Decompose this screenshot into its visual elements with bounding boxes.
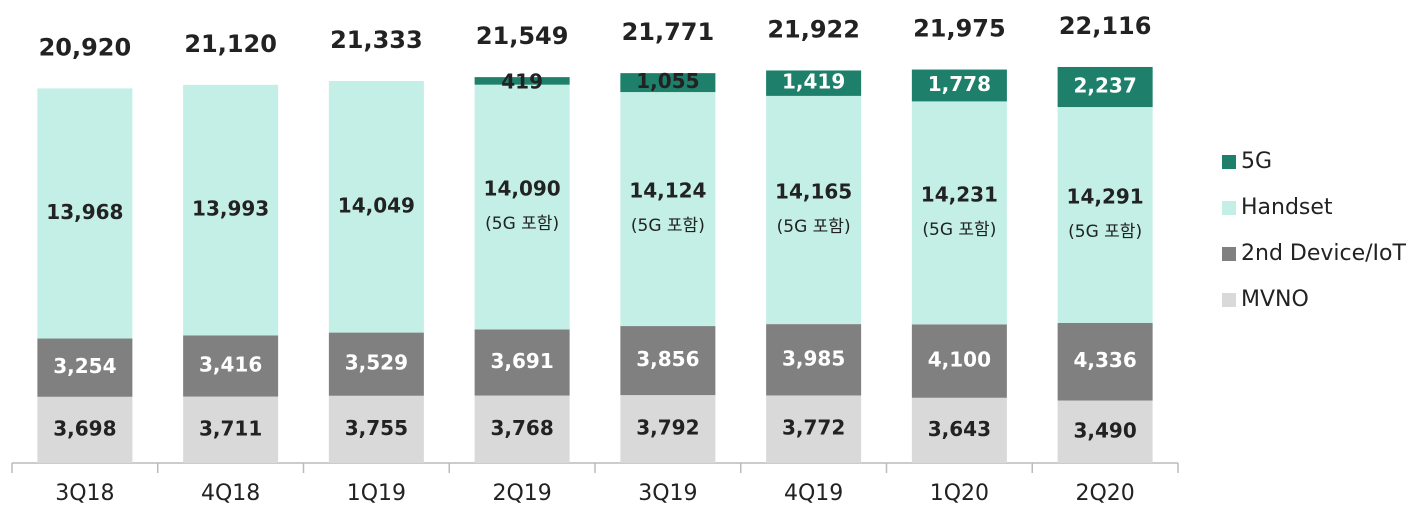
- total-label: 20,920: [39, 33, 132, 61]
- total-label: 21,771: [622, 18, 715, 46]
- x-tick-label: 4Q18: [201, 481, 260, 506]
- bar-segment: [620, 73, 716, 327]
- total-label: 21,975: [913, 15, 1006, 43]
- bar-segment: [474, 329, 570, 396]
- bar-segment: [766, 395, 862, 463]
- bar-segment: [766, 70, 862, 96]
- bar-segment: [1057, 66, 1153, 108]
- bar-segment: [183, 335, 279, 397]
- value-label: 13,993: [192, 197, 269, 221]
- value-label: 3,416: [199, 352, 262, 376]
- value-label: 14,049: [338, 193, 415, 217]
- bar-segment: [474, 77, 570, 85]
- bar-segment: [37, 338, 133, 397]
- total-label: 22,116: [1059, 12, 1152, 40]
- x-tick-label: 2Q19: [492, 481, 551, 506]
- legend-label: Handset: [1241, 195, 1333, 220]
- bar-segment: [328, 395, 424, 463]
- value-label: 3,755: [345, 416, 408, 440]
- total-label: 21,922: [767, 15, 860, 43]
- value-label: 14,231: [921, 182, 998, 206]
- value-label: 14,165: [775, 179, 852, 203]
- legend-label: MVNO: [1241, 287, 1309, 312]
- bar-segment: [183, 396, 279, 463]
- legend-label: 2nd Device/IoT: [1241, 241, 1406, 266]
- value-label: 1,055: [636, 69, 699, 93]
- legend-swatch: [1222, 247, 1236, 261]
- value-label: 3,985: [782, 346, 845, 370]
- total-label: 21,549: [476, 22, 569, 50]
- value-label: 4,336: [1073, 348, 1136, 372]
- value-label: 3,768: [490, 416, 553, 440]
- total-label: 21,333: [330, 26, 423, 54]
- legend-swatch: [1222, 201, 1236, 215]
- value-label: 3,490: [1073, 418, 1136, 442]
- bar-segment: [911, 69, 1007, 325]
- legend-swatch: [1222, 293, 1236, 307]
- bar-segment: [474, 395, 570, 463]
- value-label: 3,691: [490, 349, 553, 373]
- value-label: 3,792: [636, 416, 699, 440]
- value-label: 2,237: [1073, 74, 1136, 98]
- value-label: 3,856: [636, 347, 699, 371]
- x-tick-label: 3Q19: [638, 481, 697, 506]
- bar-segment: [620, 326, 716, 396]
- segment-note: (5G 포함): [631, 216, 705, 236]
- value-label: 14,124: [629, 179, 706, 203]
- value-label: 4,100: [928, 348, 991, 372]
- bar-segment: [766, 324, 862, 396]
- segment-note: (5G 포함): [1068, 222, 1142, 242]
- bar-segment: [328, 81, 424, 333]
- value-label: 1,419: [782, 70, 845, 94]
- bar-segment: [1057, 322, 1153, 401]
- value-label: 13,968: [46, 200, 123, 224]
- bar-segment: [37, 88, 133, 339]
- segment-note: (5G 포함): [777, 217, 851, 237]
- bar-segment: [1057, 400, 1153, 463]
- bar-segment: [474, 77, 570, 330]
- value-label: 14,090: [484, 177, 561, 201]
- bar-segment: [766, 70, 862, 325]
- bar-segment: [620, 73, 716, 93]
- value-label: 3,711: [199, 416, 262, 440]
- x-tick-label: 1Q20: [930, 481, 989, 506]
- bar-segment: [620, 395, 716, 463]
- bar-segment: [37, 396, 133, 463]
- legend-label: 5G: [1241, 149, 1272, 174]
- value-label: 3,698: [53, 416, 116, 440]
- bar-segment: [911, 69, 1007, 102]
- segment-note: (5G 포함): [922, 220, 996, 240]
- value-label: 3,529: [345, 351, 408, 375]
- x-tick-label: 4Q19: [784, 481, 843, 506]
- x-tick-label: 3Q18: [55, 481, 114, 506]
- bar-segment: [328, 332, 424, 396]
- total-label: 21,120: [184, 30, 277, 58]
- x-tick-label: 1Q19: [347, 481, 406, 506]
- value-label: 419: [501, 70, 543, 94]
- x-tick-label: 2Q20: [1075, 481, 1134, 506]
- bar-segment: [911, 324, 1007, 398]
- value-label: 3,254: [53, 354, 116, 378]
- bar-segment: [911, 397, 1007, 463]
- value-label: 3,643: [928, 417, 991, 441]
- bar-segment: [1057, 66, 1153, 323]
- bar-segment: [183, 84, 279, 336]
- value-label: 14,291: [1067, 184, 1144, 208]
- value-label: 1,778: [928, 72, 991, 96]
- value-label: 3,772: [782, 416, 845, 440]
- segment-note: (5G 포함): [485, 214, 559, 234]
- legend-swatch: [1222, 155, 1236, 169]
